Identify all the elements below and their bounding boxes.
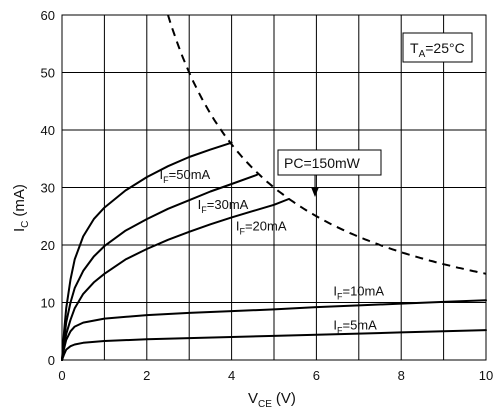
x-tick-label: 6 <box>313 368 320 383</box>
power-limit-curve <box>167 14 487 275</box>
x-tick-label: 8 <box>398 368 405 383</box>
series-line <box>61 329 487 361</box>
x-tick-label: 0 <box>58 368 65 383</box>
series-label: IF=20mA <box>236 219 287 237</box>
series-line <box>61 173 258 361</box>
series-label: IF=50mA <box>160 167 211 185</box>
x-tick-label: 2 <box>143 368 150 383</box>
grid <box>62 15 486 360</box>
y-tick-label: 20 <box>41 238 55 253</box>
series-label: IF=30mA <box>198 197 249 215</box>
y-axis-title: IC(mA) <box>11 184 31 232</box>
x-tick-label: 10 <box>479 368 493 383</box>
x-tick-label: 4 <box>228 368 235 383</box>
series-labels: IF=50mA IF=30mA IF=20mA IF=10mA IF=5mA <box>160 167 385 336</box>
power-limit-arrow-head <box>311 187 319 197</box>
series-line <box>61 141 233 361</box>
y-tick-label: 30 <box>41 181 55 196</box>
y-tick-label: 40 <box>41 123 55 138</box>
plot-area-frame <box>61 14 487 361</box>
y-tick-label: 0 <box>48 353 55 368</box>
series-line <box>61 198 290 361</box>
condition-box-text: TA=25°C <box>410 40 465 60</box>
x-axis-title: VCE (V) <box>248 390 296 410</box>
tick-labels: 0 2 4 6 8 10 0 10 20 30 40 50 60 <box>41 8 494 383</box>
y-tick-label: 50 <box>41 66 55 81</box>
series-label: IF=5mA <box>333 318 377 336</box>
curves <box>61 14 487 361</box>
power-limit-label: PC=150mW <box>284 155 361 171</box>
y-tick-label: 60 <box>41 8 55 23</box>
condition-box <box>402 32 473 63</box>
power-limit-box <box>277 149 382 176</box>
series-label: IF=10mA <box>333 284 384 302</box>
y-tick-label: 10 <box>41 296 55 311</box>
series-line <box>61 299 487 361</box>
